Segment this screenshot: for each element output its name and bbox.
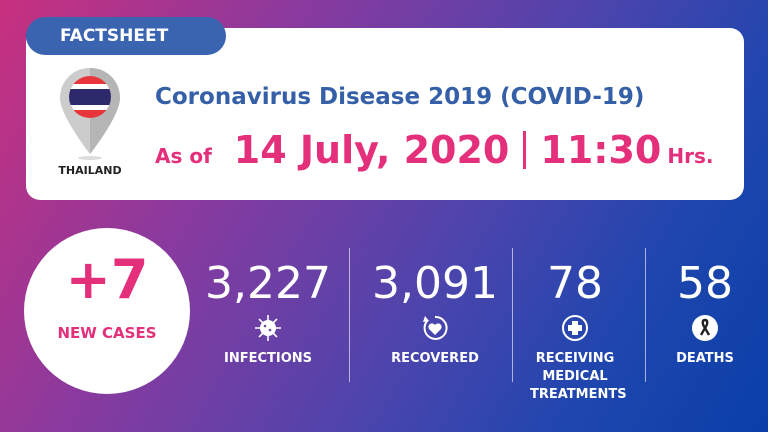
new-cases-label: NEW CASES xyxy=(57,324,157,342)
stat-value: 3,227 xyxy=(205,258,331,309)
virus-icon xyxy=(255,315,281,341)
hrs-label: Hrs. xyxy=(667,144,714,168)
country-label: THAILAND xyxy=(58,164,122,177)
new-cases-circle: +7 NEW CASES xyxy=(24,228,190,394)
stat-infections: 3,227 INFECTIONS xyxy=(198,258,338,368)
stat-label: RECEIVING MEDICAL TREATMENTS xyxy=(530,351,627,402)
date: 14 July, 2020 xyxy=(233,128,510,172)
as-of-line: As of 14 July, 2020 11:30 Hrs. xyxy=(155,128,713,172)
ribbon-icon xyxy=(692,315,718,341)
separator xyxy=(523,131,527,169)
stat-deaths: 58 DEATHS xyxy=(635,258,768,368)
recovered-heart-icon xyxy=(423,315,448,340)
divider xyxy=(512,248,513,382)
time: 11:30 xyxy=(540,128,662,172)
stat-value: 78 xyxy=(547,258,603,309)
stat-label: DEATHS xyxy=(676,351,734,366)
divider xyxy=(645,248,646,382)
header-card xyxy=(26,28,744,200)
stat-recovered: 3,091 RECOVERED xyxy=(365,258,505,368)
thailand-location-pin-icon xyxy=(60,68,120,160)
page-title: Coronavirus Disease 2019 (COVID-19) xyxy=(155,84,645,110)
stat-label: INFECTIONS xyxy=(223,351,313,366)
stat-label: RECOVERED xyxy=(391,351,479,366)
stat-value: 58 xyxy=(677,258,733,309)
divider xyxy=(349,248,350,382)
factsheet-tab: FACTSHEET xyxy=(26,17,226,55)
as-of-label: As of xyxy=(155,144,212,168)
stat-medical-treatments: 78 RECEIVING MEDICAL TREATMENTS xyxy=(505,258,645,404)
new-cases-value: +7 xyxy=(65,248,149,311)
stat-value: 3,091 xyxy=(372,258,498,309)
medical-cross-icon xyxy=(562,315,588,341)
